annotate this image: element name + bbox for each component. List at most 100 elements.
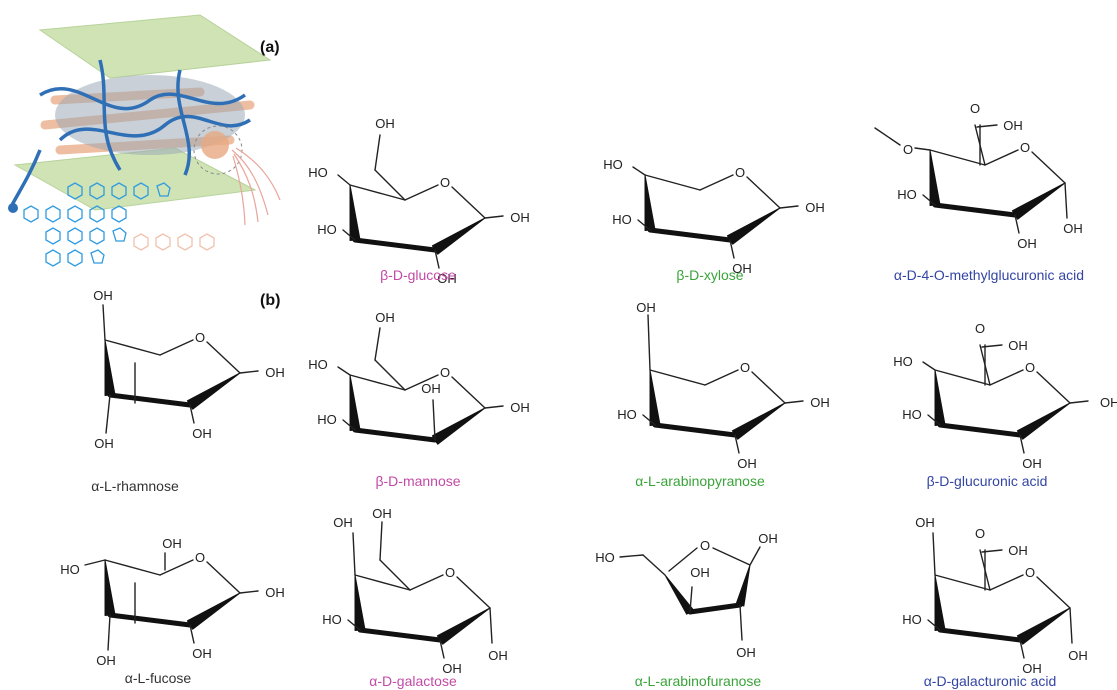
atom-label: OH [1003,118,1023,133]
atom-label: OH [736,645,756,660]
atom-label: OH [1063,221,1083,236]
atom-label: OH [375,116,395,131]
caption-b-d-glucose: β-D-glucose [380,267,456,283]
atom-label: OH [1017,236,1037,251]
atom-label: OH [737,456,757,471]
atom-label: O [903,142,913,157]
atom-label: HO [897,187,917,202]
caption-a-d-galacturonic-acid: α-D-galacturonic acid [924,673,1057,689]
atom-label: O [700,538,710,553]
structure-b-d-glucose: O HO HO OH OH OH [308,116,530,286]
atom-label: OH [510,210,530,225]
caption-a-l-arabinofuranose: α-L-arabinofuranose [635,673,762,689]
cell-wall-illustration [8,14,281,267]
structure-a-l-rhamnose: O OH OH OH OH [93,288,285,451]
structures-layer: OHOHOOHOHOHOHOHOOHOHOOHOOHOHOOHOOHOHOHOH… [60,101,1117,676]
atom-label: OH [162,536,182,551]
atom-label: HO [902,612,922,627]
caption-a-d-galactose: α-D-galactose [369,673,457,689]
caption-b-d-xylose: β-D-xylose [676,267,743,283]
caption-a-d-4-o-methylglucuronic-acid: α-D-4-O-methylglucuronic acid [894,267,1084,283]
atom-label: HO [902,407,922,422]
structure-a-l-fucose: O HO OH OH OH OH [60,536,285,668]
atom-label: HO [308,165,328,180]
pectin-ring-chain [23,182,171,267]
atom-label: OH [732,261,752,276]
structure-a-l-arabinopyranose: O OH HO OH OH [617,300,830,471]
atom-label: OH [93,288,113,303]
atom-label: OH [805,200,825,215]
atom-label: O [1025,360,1035,375]
caption-b-d-mannose: β-D-mannose [375,473,460,489]
atom-label: OH [1008,543,1028,558]
atom-label: OH [421,381,441,396]
panel-b-label: (b) [260,292,280,309]
atom-label: OH [1022,661,1042,676]
atom-label: O [735,165,745,180]
atom-label: HO [322,612,342,627]
atom-label: OH [372,506,392,521]
atom-label: HO [612,212,632,227]
atom-label: OH [333,515,353,530]
caption-b-d-glucuronic-acid: β-D-glucuronic acid [927,473,1048,489]
atom-label: HO [317,222,337,237]
atom-label: HO [617,407,637,422]
structure-a-d-galactose: O OH HO OH OH OH [322,506,508,676]
panel-a-label: (a) [260,39,280,56]
atom-label: OH [915,515,935,530]
atom-label: OH [192,646,212,661]
atom-label: OH [758,531,778,546]
atom-label: OH [636,300,656,315]
fibril-end [201,131,229,159]
atom-label: OH [94,436,114,451]
structure-a-l-arabinofuranose: O OH OH OH HO [595,531,778,660]
caption-a-l-fucose: α-L-fucose [125,670,192,686]
atom-label: OH [1022,456,1042,471]
atom-label: OH [442,661,462,676]
atom-label: O [975,526,985,541]
atom-label: OH [510,400,530,415]
atom-label: O [440,175,450,190]
atom-label: HO [595,550,615,565]
atom-label: OH [1068,648,1088,663]
atom-label: OH [437,271,457,286]
atom-label: O [740,360,750,375]
structure-b-d-mannose: O HO HO OH OH OH [308,310,530,445]
atom-label: OH [810,395,830,410]
atom-label: OH [1100,395,1117,410]
atom-label: OH [375,310,395,325]
atom-label: O [195,330,205,345]
atom-label: O [445,565,455,580]
atom-label: O [1020,140,1030,155]
fibril-strands [231,147,281,226]
atom-label: O [975,321,985,336]
captions: β-D-glucose β-D-xylose α-D-4-O-methylglu… [91,267,1084,689]
top-plate [38,14,272,79]
atom-label: OH [265,365,285,380]
atom-label: HO [603,157,623,172]
atom-label: HO [308,357,328,372]
atom-label: HO [893,354,913,369]
atom-label: OH [1008,338,1028,353]
atom-label: OH [96,653,116,668]
structure-b-d-xylose: O HO HO OH OH [603,157,825,276]
atom-label: O [440,365,450,380]
atom-label: O [1025,565,1035,580]
caption-a-l-rhamnose: α-L-rhamnose [91,478,179,494]
atom-label: OH [192,426,212,441]
atom-label: OH [488,648,508,663]
atom-label: OH [690,565,710,580]
structure-a-d-galacturonic-acid: O OH HO OH OH O OH [902,515,1088,676]
atom-label: HO [60,562,80,577]
atom-label: HO [317,412,337,427]
pectin-network [10,59,251,206]
atom-label: OH [265,585,285,600]
caption-a-l-arabinopyranose: α-L-arabinopyranose [635,473,765,489]
cellulose-ring-chain [133,233,215,251]
atom-label: O [195,550,205,565]
zoom-circle [193,125,243,175]
chain-end-bead [8,203,18,213]
